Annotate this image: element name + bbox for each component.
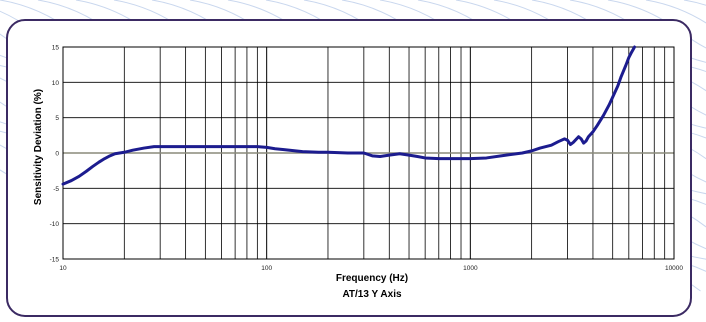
y-axis-tick-labels: 15 10 5 0 -5 -10 -15 [50,45,60,264]
plot-border [62,46,675,260]
y-tick-label: -10 [50,221,60,228]
x-tick-label: 10 [59,265,67,272]
y-tick-label: 10 [52,80,60,87]
series-line [61,45,637,186]
x-tick-label: 1000 [463,265,478,272]
y-axis-title: Sensitivity Deviation (%) [33,89,44,205]
chart-subtitle: AT/13 Y Axis [342,289,402,300]
x-tick-label: 10000 [665,265,683,272]
y-tick-label: 0 [55,151,59,158]
x-axis-title: Frequency (Hz) [336,273,408,284]
y-tick-label: -15 [50,257,60,264]
x-tick-label: 100 [261,265,272,272]
x-axis-tick-labels: 10 100 1000 10000 [59,265,683,272]
horizontal-gridlines [63,81,674,225]
y-tick-label: 5 [55,115,59,122]
y-tick-label: -5 [53,186,59,193]
y-tick-label: 15 [52,45,60,52]
